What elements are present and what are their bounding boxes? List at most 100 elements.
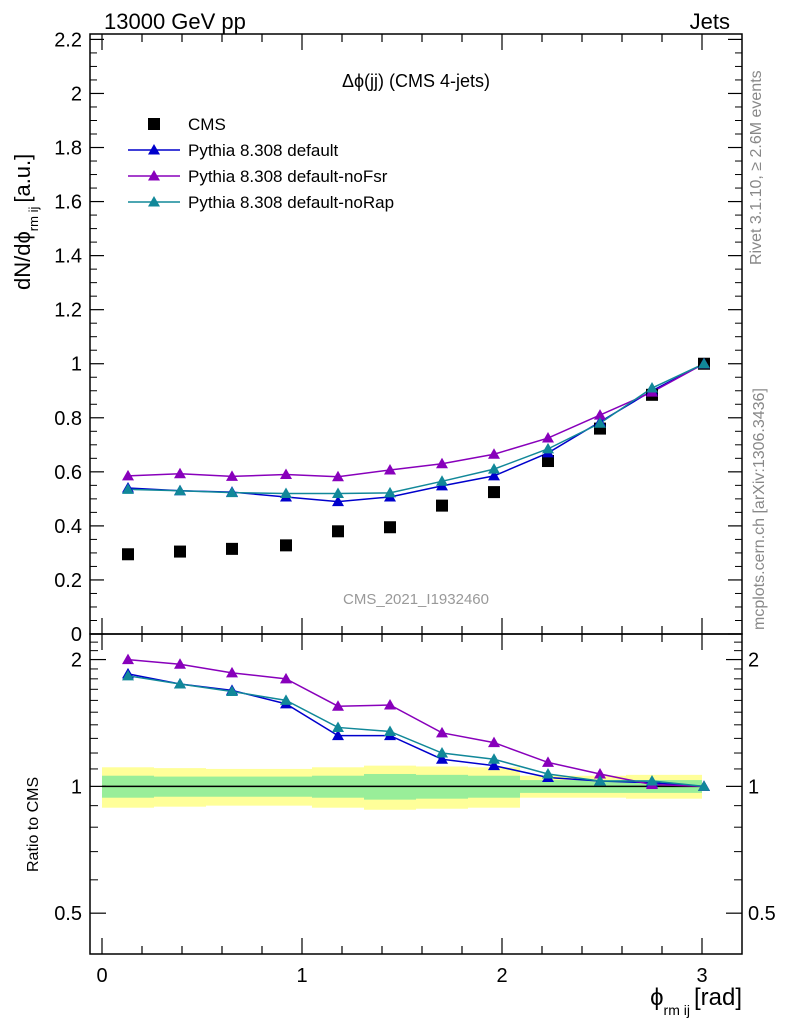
ratio-data-point-triangle (384, 699, 396, 710)
data-point-square (174, 545, 186, 558)
ratio-data-point-triangle (436, 753, 448, 764)
data-point-triangle (280, 487, 292, 498)
plot-title: Δϕ(jj) (CMS 4-jets) (342, 71, 490, 91)
ratio-data-point-triangle (226, 666, 238, 678)
series-line (127, 363, 705, 478)
ratio-data-point-triangle (594, 767, 606, 779)
ratio-data-point-triangle (436, 747, 448, 758)
ratio-data-point-triangle (542, 756, 554, 767)
data-point-triangle (698, 357, 710, 369)
x-label-main: ϕ (650, 984, 663, 1011)
ratio-y-tick-label: 2 (71, 650, 82, 672)
ratio-data-point-triangle (488, 759, 500, 771)
legend-label: Pythia 8.308 default-noRap (188, 193, 394, 212)
main-panel: 0 0.2 0.4 0.6 0.8 1 1.2 1.4 1.6 1.8 2 2.2 Δϕ(jj) (C… (10, 29, 743, 646)
ratio-data-point-triangle (384, 725, 396, 736)
ratio-series-line (127, 658, 705, 788)
data-point-triangle (122, 469, 134, 481)
data-point-square (488, 486, 500, 499)
series-pythia-8-308-default-norap (127, 363, 705, 495)
y-label-main: dN/dϕ (10, 231, 35, 290)
ratio-x-tick-label: 3 (696, 965, 707, 987)
x-axis-label: ϕrm ij [rad] (650, 984, 742, 1018)
ratio-data-point-triangle (594, 774, 606, 786)
data-point-square (384, 521, 396, 534)
main-x-ticks (101, 34, 703, 634)
ratio-frame (89, 633, 743, 955)
header-left: 13000 GeV pp (104, 9, 246, 34)
legend-label: Pythia 8.308 default (188, 141, 339, 160)
data-point-triangle (542, 432, 554, 443)
main-y-ticks: 0 0.2 0.4 0.6 0.8 1 1.2 1.4 1.6 1.8 2 2.2 (54, 29, 742, 646)
data-point-triangle (332, 495, 344, 507)
data-point-square (280, 539, 292, 552)
series-line (127, 363, 705, 503)
data-point-triangle (488, 448, 500, 459)
legend-marker-triangle (148, 196, 160, 207)
markers-pythia-8-308-default-nofsr (122, 357, 710, 482)
ratio-data-point-triangle (280, 694, 292, 705)
main-y-tick-label: 1.8 (54, 138, 82, 160)
main-y-tick-label: 2 (71, 83, 82, 105)
ratio-data-point-triangle (488, 736, 500, 748)
ratio-y-tick-label-right: 0.5 (748, 903, 776, 925)
ratio-data-point-triangle (174, 677, 186, 689)
series-pythia-8-308-default (127, 363, 705, 503)
data-point-triangle (280, 468, 292, 480)
ratio-y-ticks: 0.5 0.5 1 1 2 2 (54, 641, 776, 925)
data-point-triangle (174, 467, 186, 479)
ratio-x-ticks: 0 1 2 3 (96, 634, 708, 987)
data-point-triangle (226, 486, 238, 498)
ratio-y-tick-label-right: 1 (748, 776, 759, 798)
x-label-unit: [rad] (694, 984, 742, 1011)
ratio-data-point-triangle (226, 685, 238, 696)
ratio-series-pythia-8-308-default-nofsr (122, 653, 710, 791)
data-point-square (332, 525, 344, 538)
main-y-tick-label: 0.8 (54, 408, 82, 430)
data-point-triangle (332, 487, 344, 498)
series-line (127, 363, 705, 495)
ratio-series (122, 653, 710, 791)
legend-marker-triangle (148, 170, 160, 181)
legend-label: Pythia 8.308 default-noFsr (188, 167, 388, 186)
x-label-sub: rm ij (664, 1002, 690, 1018)
ratio-data-point-triangle (332, 700, 344, 711)
ratio-y-tick-label-right: 2 (748, 650, 759, 672)
markers-cms (122, 357, 710, 561)
watermark: CMS_2021_I1932460 (343, 591, 489, 608)
data-point-triangle (646, 382, 658, 393)
data-point-triangle (488, 469, 500, 481)
legend-label: CMS (188, 115, 226, 134)
ratio-data-point-triangle (122, 669, 134, 681)
data-point-triangle (594, 409, 606, 420)
ratio-data-point-triangle (122, 653, 134, 665)
ratio-data-point-triangle (698, 780, 710, 791)
ratio-data-point-triangle (436, 726, 448, 738)
ratio-data-point-triangle (332, 721, 344, 732)
main-y-tick-label: 0.2 (54, 570, 82, 592)
header-right: Jets (690, 9, 730, 34)
ratio-uncertainty-bands (102, 765, 702, 810)
ratio-data-point-triangle (174, 658, 186, 669)
main-y-tick-label: 1 (71, 354, 82, 376)
data-point-triangle (542, 442, 554, 454)
main-y-tick-label: 1.4 (54, 246, 82, 268)
data-point-square (226, 542, 238, 555)
y-label-sub: rm ij (26, 207, 41, 232)
ratio-y-tick-label: 0.5 (54, 903, 82, 925)
ratio-panel: 0.5 0.5 1 1 2 2 0 1 2 3 Ratio to CMS (25, 633, 776, 987)
data-point-square (122, 548, 134, 561)
ratio-x-tick-label: 0 (96, 965, 107, 987)
data-point-triangle (332, 470, 344, 482)
data-point-triangle (122, 483, 134, 494)
ratio-y-axis-label: Ratio to CMS (25, 777, 42, 872)
legend-marker-square (148, 118, 160, 130)
data-point-triangle (384, 486, 396, 498)
ratio-data-point-triangle (646, 774, 658, 786)
legend-marker-triangle (148, 144, 160, 155)
data-point-square (436, 499, 448, 512)
ratio-x-tick-label: 2 (496, 965, 507, 987)
main-series (122, 357, 710, 561)
mcplots-label: mcplots.cern.ch [arXiv:1306.3436] (751, 388, 768, 630)
